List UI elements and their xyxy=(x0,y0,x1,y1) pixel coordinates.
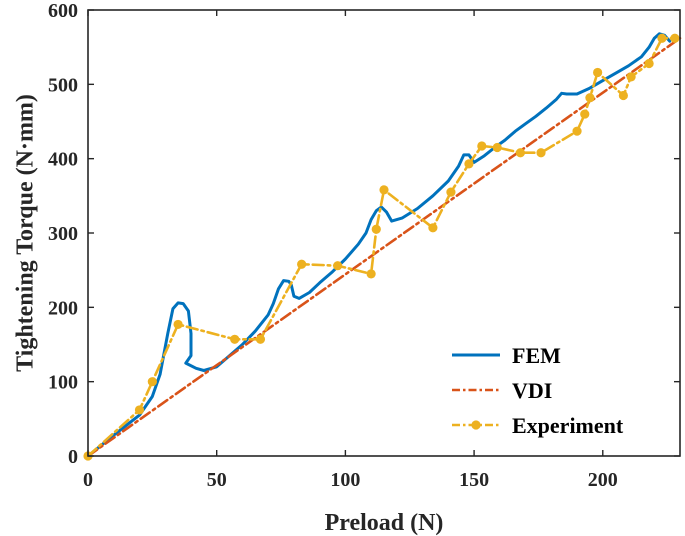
series-group xyxy=(83,32,682,461)
data-point-experiment xyxy=(333,261,343,271)
legend-label-fem: FEM xyxy=(512,343,561,368)
data-point-experiment xyxy=(147,377,157,387)
plot-frame xyxy=(87,9,681,457)
x-tick-label: 200 xyxy=(588,469,618,491)
data-point-experiment xyxy=(428,223,438,233)
data-point-experiment xyxy=(297,259,307,269)
data-point-experiment xyxy=(366,269,376,279)
data-point-experiment xyxy=(515,148,526,158)
data-point-experiment xyxy=(446,187,456,197)
axis-ticks xyxy=(87,9,680,457)
x-axis-label: Preload (N) xyxy=(325,510,444,536)
y-tick-label: 300 xyxy=(48,223,78,245)
data-point-experiment xyxy=(173,319,183,330)
legend: FEM VDI Experiment xyxy=(452,343,624,438)
y-tick-label: 0 xyxy=(68,446,78,468)
data-point-experiment xyxy=(536,148,546,158)
data-point-experiment xyxy=(477,141,487,151)
y-tick-label: 200 xyxy=(48,297,78,319)
legend-entry-experiment: Experiment xyxy=(452,413,624,438)
legend-entry-vdi: VDI xyxy=(452,378,552,403)
data-point-experiment xyxy=(572,126,582,136)
data-point-experiment xyxy=(379,185,389,195)
data-point-experiment xyxy=(255,334,266,344)
legend-marker-experiment xyxy=(471,420,481,430)
data-point-experiment xyxy=(134,405,145,415)
legend-label-vdi: VDI xyxy=(512,378,552,403)
legend-label-experiment: Experiment xyxy=(512,413,624,438)
tick-labels: 0 50 100 150 200 0 100 200 300 400 500 600 xyxy=(48,0,618,491)
y-axis-label: Tightening Torque (N·mm) xyxy=(12,94,38,372)
data-point-experiment xyxy=(464,159,474,169)
data-point-experiment xyxy=(585,93,595,103)
y-tick-label: 600 xyxy=(48,0,78,22)
data-point-experiment xyxy=(371,224,381,234)
data-point-experiment xyxy=(618,90,628,101)
x-tick-label: 100 xyxy=(330,469,360,491)
data-point-experiment xyxy=(492,142,502,153)
legend-entry-fem: FEM xyxy=(452,343,561,368)
series-line-vdi xyxy=(86,36,682,458)
data-point-experiment xyxy=(580,109,590,119)
x-tick-label: 0 xyxy=(83,469,93,491)
x-tick-label: 50 xyxy=(207,469,227,491)
data-point-experiment xyxy=(626,72,636,82)
data-point-experiment xyxy=(644,58,654,69)
y-tick-label: 500 xyxy=(48,74,78,96)
data-point-experiment xyxy=(593,67,603,78)
y-tick-label: 100 xyxy=(48,372,78,394)
series-line-fem xyxy=(86,32,672,458)
y-tick-label: 400 xyxy=(48,149,78,171)
x-tick-label: 150 xyxy=(459,469,489,491)
data-point-experiment xyxy=(670,33,680,43)
data-point-experiment xyxy=(657,33,667,43)
data-point-experiment xyxy=(230,334,240,344)
